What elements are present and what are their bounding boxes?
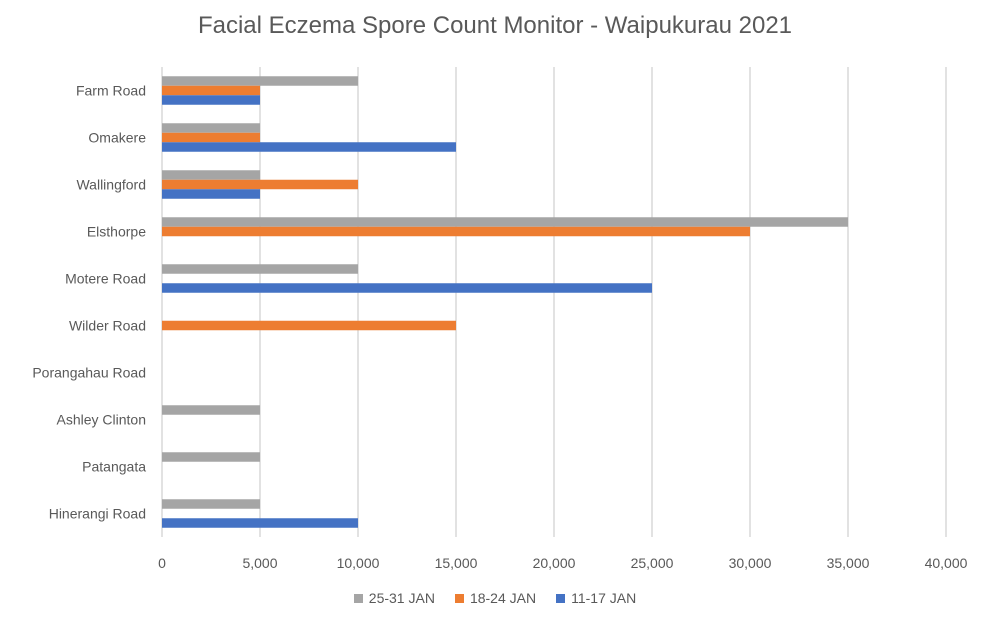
x-tick-label: 10,000 xyxy=(337,555,380,571)
bar xyxy=(162,217,848,227)
category-label: Omakere xyxy=(88,130,146,146)
bar xyxy=(162,405,260,415)
bar xyxy=(162,518,358,528)
bar xyxy=(162,76,358,86)
legend: 25-31 JAN 18-24 JAN 11-17 JAN xyxy=(0,590,990,606)
x-tick-label: 25,000 xyxy=(631,555,674,571)
bar xyxy=(162,499,260,509)
bar xyxy=(162,95,260,105)
bar xyxy=(162,170,260,180)
bar xyxy=(162,142,456,152)
legend-swatch xyxy=(454,593,464,603)
category-label: Wilder Road xyxy=(69,318,146,334)
x-tick-label: 0 xyxy=(158,555,166,571)
category-labels: Farm Road Omakere Wallingford Elsthorpe Mote… xyxy=(32,83,146,522)
legend-item: 18-24 JAN xyxy=(454,590,537,606)
x-tick-labels: 0 5,000 10,000 15,000 20,000 25,000 30,000 35,0… xyxy=(158,555,968,571)
legend-label: 18-24 JAN xyxy=(469,590,537,606)
bar xyxy=(162,264,358,274)
x-tick-label: 5,000 xyxy=(242,555,277,571)
bar xyxy=(162,132,260,143)
category-label: Elsthorpe xyxy=(87,224,146,240)
category-label: Wallingford xyxy=(76,177,146,193)
bar xyxy=(162,123,260,133)
category-label: Patangata xyxy=(82,459,146,475)
category-label: Motere Road xyxy=(65,271,146,287)
bar xyxy=(162,189,260,199)
category-label: Farm Road xyxy=(76,83,146,99)
gridlines xyxy=(161,67,947,537)
category-label: Hinerangi Road xyxy=(49,506,146,522)
bar xyxy=(162,85,260,96)
legend-swatch xyxy=(556,593,566,603)
legend-item: 25-31 JAN xyxy=(353,590,435,606)
x-tick-label: 40,000 xyxy=(925,555,968,571)
x-tick-label: 20,000 xyxy=(533,555,576,571)
bar xyxy=(162,179,358,190)
x-tick-label: 35,000 xyxy=(827,555,870,571)
bar xyxy=(162,283,652,293)
category-label: Ashley Clinton xyxy=(57,412,147,428)
legend-label: 11-17 JAN xyxy=(571,590,637,606)
legend-swatch xyxy=(353,593,363,603)
bar xyxy=(162,320,456,331)
bar xyxy=(162,452,260,462)
legend-label: 25-31 JAN xyxy=(368,590,435,606)
category-label: Porangahau Road xyxy=(32,365,146,381)
legend-item: 11-17 JAN xyxy=(556,590,636,606)
x-tick-label: 15,000 xyxy=(435,555,478,571)
chart-title: Facial Eczema Spore Count Monitor - Waip… xyxy=(197,12,793,39)
bars xyxy=(162,76,848,528)
x-tick-label: 30,000 xyxy=(729,555,772,571)
bar xyxy=(162,226,750,237)
